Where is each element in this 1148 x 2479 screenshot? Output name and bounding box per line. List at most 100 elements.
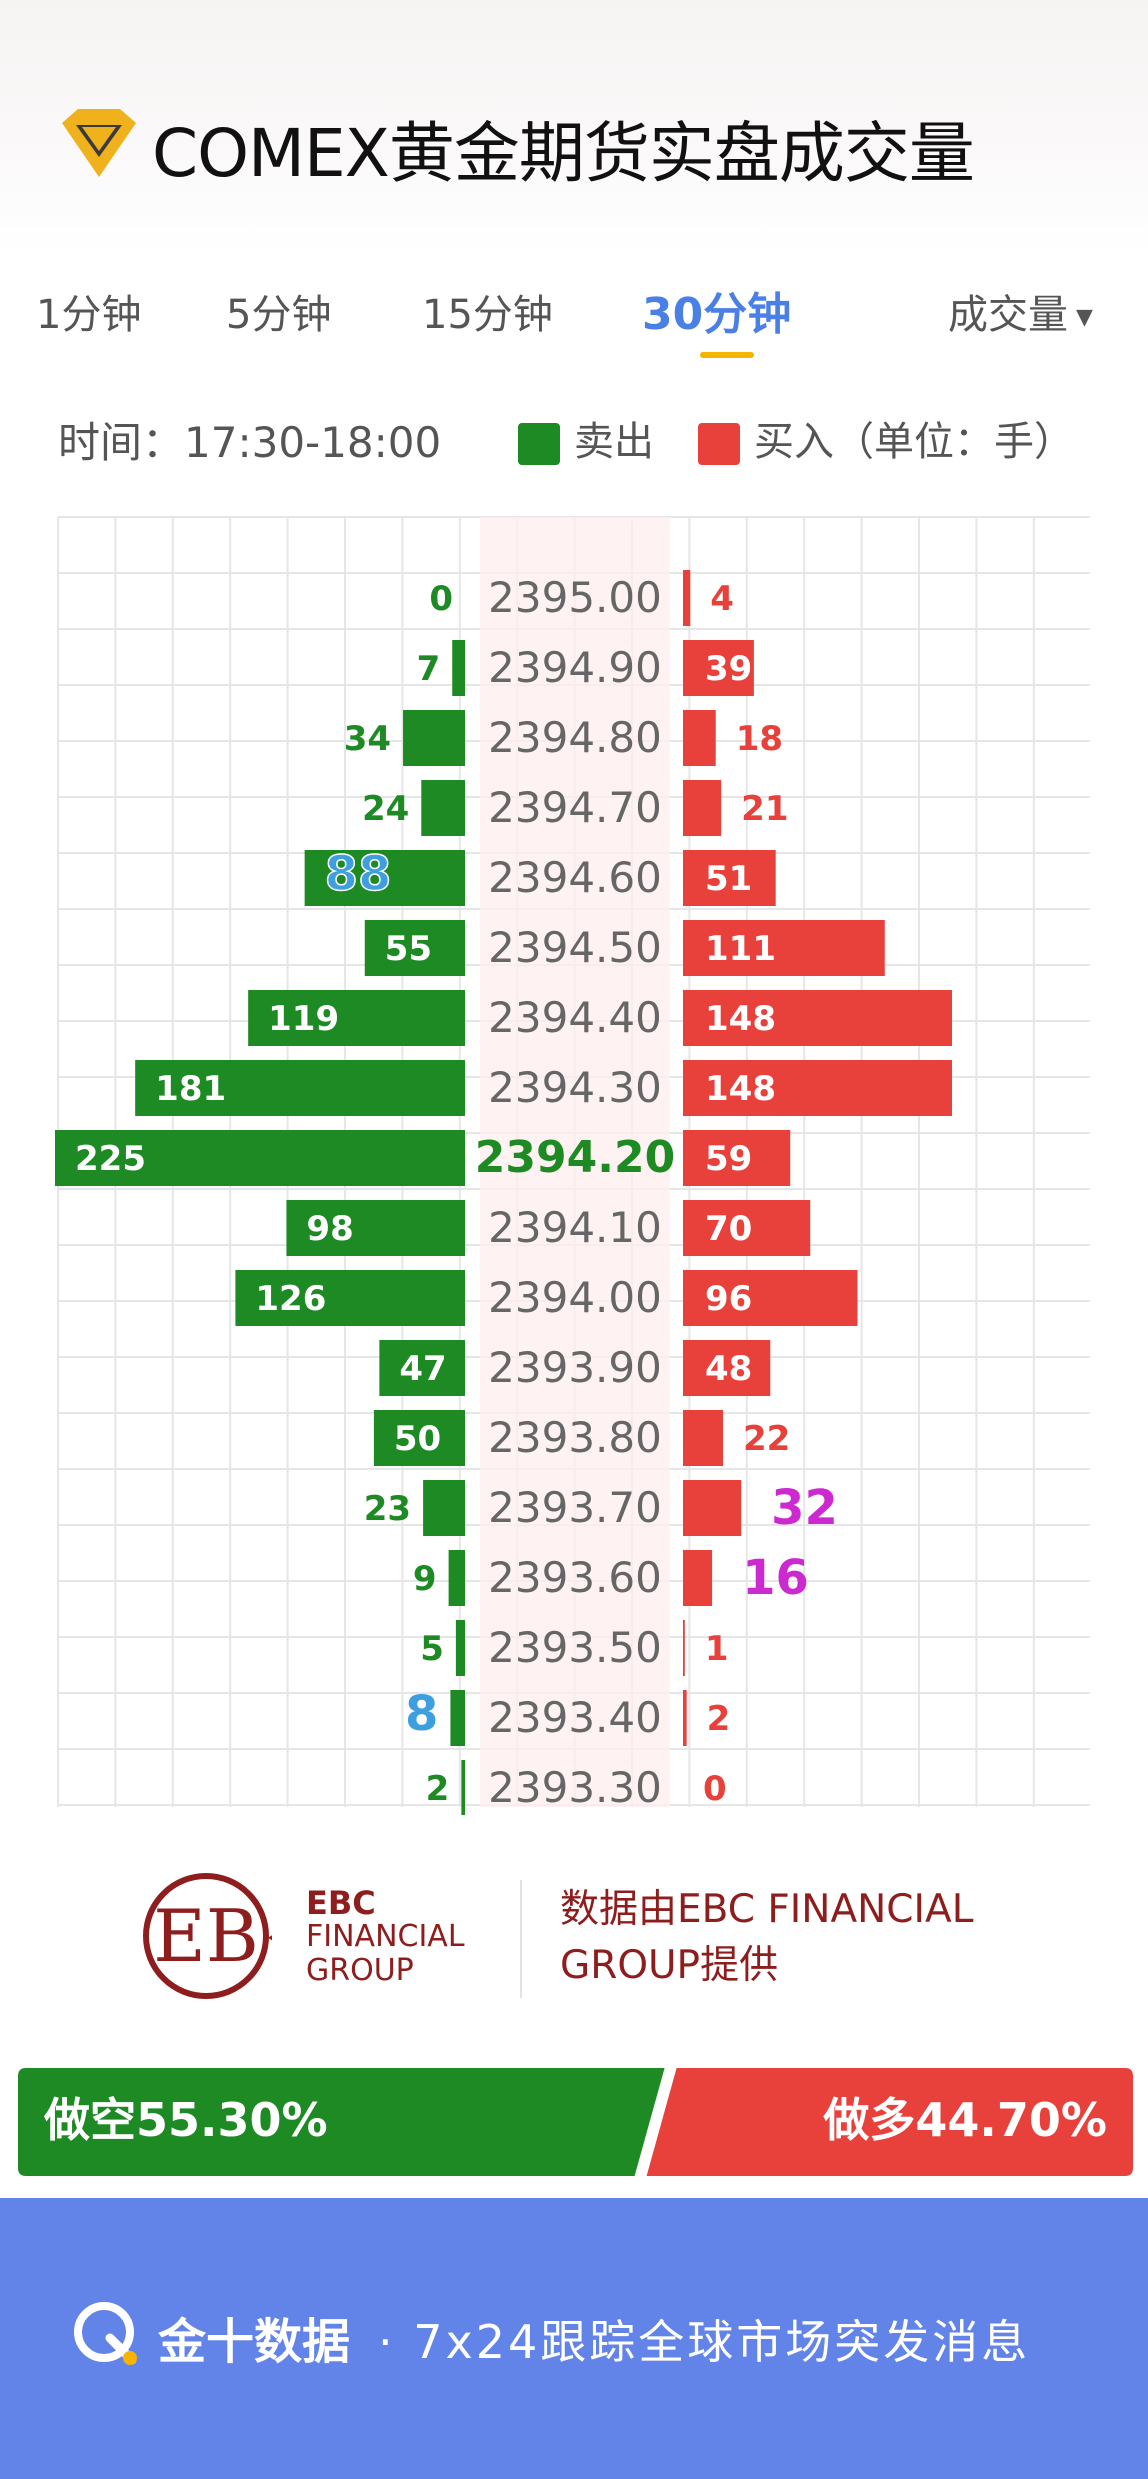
buy-value-label: 111 bbox=[705, 929, 776, 969]
sell-legend-label: 卖出 bbox=[574, 419, 654, 465]
tab-5min[interactable]: 5分钟 bbox=[226, 292, 332, 338]
sell-bar bbox=[135, 1060, 465, 1116]
price-label: 2394.10 bbox=[488, 1203, 662, 1252]
long-ratio-label: 做多44.70% bbox=[822, 2093, 1107, 2147]
buy-value-label: 0 bbox=[703, 1769, 727, 1809]
caret-down-icon: ▼ bbox=[1076, 304, 1093, 330]
price-label: 2394.50 bbox=[488, 923, 662, 972]
sell-legend-swatch bbox=[518, 423, 560, 465]
buy-bar bbox=[683, 1550, 713, 1606]
sell-value-label: 24 bbox=[362, 789, 409, 829]
short-segment bbox=[18, 2068, 665, 2176]
tab-15min[interactable]: 15分钟 bbox=[422, 292, 553, 338]
tab-30min[interactable]: 30分钟 bbox=[642, 289, 792, 340]
buy-value-label: 4 bbox=[710, 579, 734, 619]
metric-dropdown-label: 成交量 bbox=[948, 292, 1068, 338]
buy-value-label: 48 bbox=[705, 1349, 752, 1389]
sell-bar bbox=[450, 1690, 465, 1746]
sell-value-label: 55 bbox=[385, 929, 432, 969]
sell-bar bbox=[423, 1480, 465, 1536]
sell-value-label: 8 bbox=[405, 1686, 438, 1742]
ebc-logo-text: EBC FINANCIAL GROUP bbox=[306, 1886, 465, 1988]
provider-credit-line-1: 数据由EBC FINANCIAL bbox=[560, 1887, 974, 1932]
long-short-ratio-bar: 做空55.30% 做多44.70% bbox=[18, 2068, 1133, 2176]
ebc-logo-line-3: GROUP bbox=[306, 1953, 414, 1988]
buy-value-label: 148 bbox=[705, 999, 776, 1039]
sell-bar bbox=[286, 1200, 465, 1256]
sell-bar bbox=[304, 850, 465, 906]
sell-bar bbox=[248, 990, 465, 1046]
sell-bar bbox=[373, 1410, 465, 1466]
sell-value-label: 88 bbox=[325, 846, 392, 902]
price-label: 2393.60 bbox=[488, 1553, 662, 1602]
sell-value-label: 225 bbox=[75, 1139, 146, 1179]
buy-value-label: 18 bbox=[736, 719, 783, 759]
buy-value-label: 16 bbox=[742, 1550, 809, 1606]
buy-bar bbox=[683, 1620, 685, 1676]
buy-bar bbox=[683, 850, 776, 906]
buy-value-label: 32 bbox=[771, 1480, 838, 1536]
sell-value-label: 9 bbox=[413, 1559, 437, 1599]
price-label: 2393.40 bbox=[488, 1693, 662, 1742]
footer-banner: 金十数据 · 7x24跟踪全球市场突发消息 bbox=[0, 2198, 1148, 2479]
sell-bar bbox=[448, 1550, 465, 1606]
price-label: 2394.40 bbox=[488, 993, 662, 1042]
price-label: 2394.30 bbox=[488, 1063, 662, 1112]
buy-legend-swatch bbox=[698, 423, 740, 465]
sell-value-label: 34 bbox=[344, 719, 391, 759]
provider-credit-line-2: GROUP提供 bbox=[560, 1943, 779, 1988]
time-range-label: 时间：17:30-18:00 bbox=[58, 418, 442, 467]
sell-value-label: 181 bbox=[155, 1069, 226, 1109]
interval-tabs: 1分钟 5分钟 15分钟 30分钟 成交量 ▼ bbox=[0, 270, 1148, 360]
buy-bar bbox=[683, 1690, 687, 1746]
sell-value-label: 47 bbox=[399, 1349, 446, 1389]
buy-bar bbox=[683, 710, 716, 766]
buy-bar bbox=[683, 1060, 952, 1116]
sell-value-label: 7 bbox=[417, 649, 441, 689]
buy-value-label: 1 bbox=[705, 1629, 729, 1669]
price-label: 2393.90 bbox=[488, 1343, 662, 1392]
page-title: COMEX黄金期货实盘成交量 bbox=[152, 115, 975, 192]
sell-bar bbox=[403, 710, 465, 766]
buy-bar bbox=[683, 920, 885, 976]
price-label: 2394.90 bbox=[488, 643, 662, 692]
buy-bar bbox=[683, 1270, 858, 1326]
price-label: 2395.00 bbox=[488, 573, 662, 622]
sell-value-label: 119 bbox=[268, 999, 339, 1039]
sell-bar bbox=[421, 780, 465, 836]
provider-divider bbox=[520, 1880, 522, 1998]
footer-brand: 金十数据 bbox=[158, 2314, 351, 2370]
buy-value-label: 39 bbox=[705, 649, 752, 689]
buy-bar bbox=[683, 640, 754, 696]
tab-1min[interactable]: 1分钟 bbox=[36, 292, 142, 338]
buy-value-label: 96 bbox=[705, 1279, 752, 1319]
active-tab-indicator bbox=[700, 352, 754, 358]
metric-dropdown[interactable]: 成交量 ▼ bbox=[948, 282, 1093, 340]
short-ratio-label: 做空55.30% bbox=[43, 2093, 328, 2147]
sell-bar bbox=[55, 1130, 465, 1186]
price-label: 2393.30 bbox=[488, 1763, 662, 1812]
price-label: 2393.50 bbox=[488, 1623, 662, 1672]
buy-value-label: 70 bbox=[705, 1209, 752, 1249]
svg-text:✦: ✦ bbox=[264, 1922, 272, 1955]
buy-bar bbox=[683, 990, 952, 1046]
buy-bar bbox=[683, 1340, 771, 1396]
price-label: 2393.70 bbox=[488, 1483, 662, 1532]
price-label: 2394.70 bbox=[488, 783, 662, 832]
buy-value-label: 51 bbox=[705, 859, 752, 899]
provider-credit: 数据由EBC FINANCIAL GROUP提供 bbox=[560, 1882, 1040, 1994]
price-label: 2394.00 bbox=[488, 1273, 662, 1322]
ebc-logo-icon: EB ✦ bbox=[143, 1873, 272, 1999]
buy-bar bbox=[683, 1200, 811, 1256]
sell-value-label: 50 bbox=[394, 1419, 441, 1459]
sell-bar bbox=[364, 920, 465, 976]
sell-value-label: 98 bbox=[306, 1209, 353, 1249]
jin10-logo-icon bbox=[74, 2302, 137, 2365]
buy-legend-label: 买入（单位：手） bbox=[754, 419, 1074, 465]
header: COMEX黄金期货实盘成交量 bbox=[0, 0, 1148, 255]
legend-row: 时间：17:30-18:00 卖出 买入（单位：手） bbox=[0, 405, 1148, 467]
buy-bar bbox=[683, 780, 722, 836]
ebc-logo-line-1: EBC bbox=[306, 1884, 376, 1922]
buy-value-label: 148 bbox=[705, 1069, 776, 1109]
price-label: 2393.80 bbox=[488, 1413, 662, 1462]
